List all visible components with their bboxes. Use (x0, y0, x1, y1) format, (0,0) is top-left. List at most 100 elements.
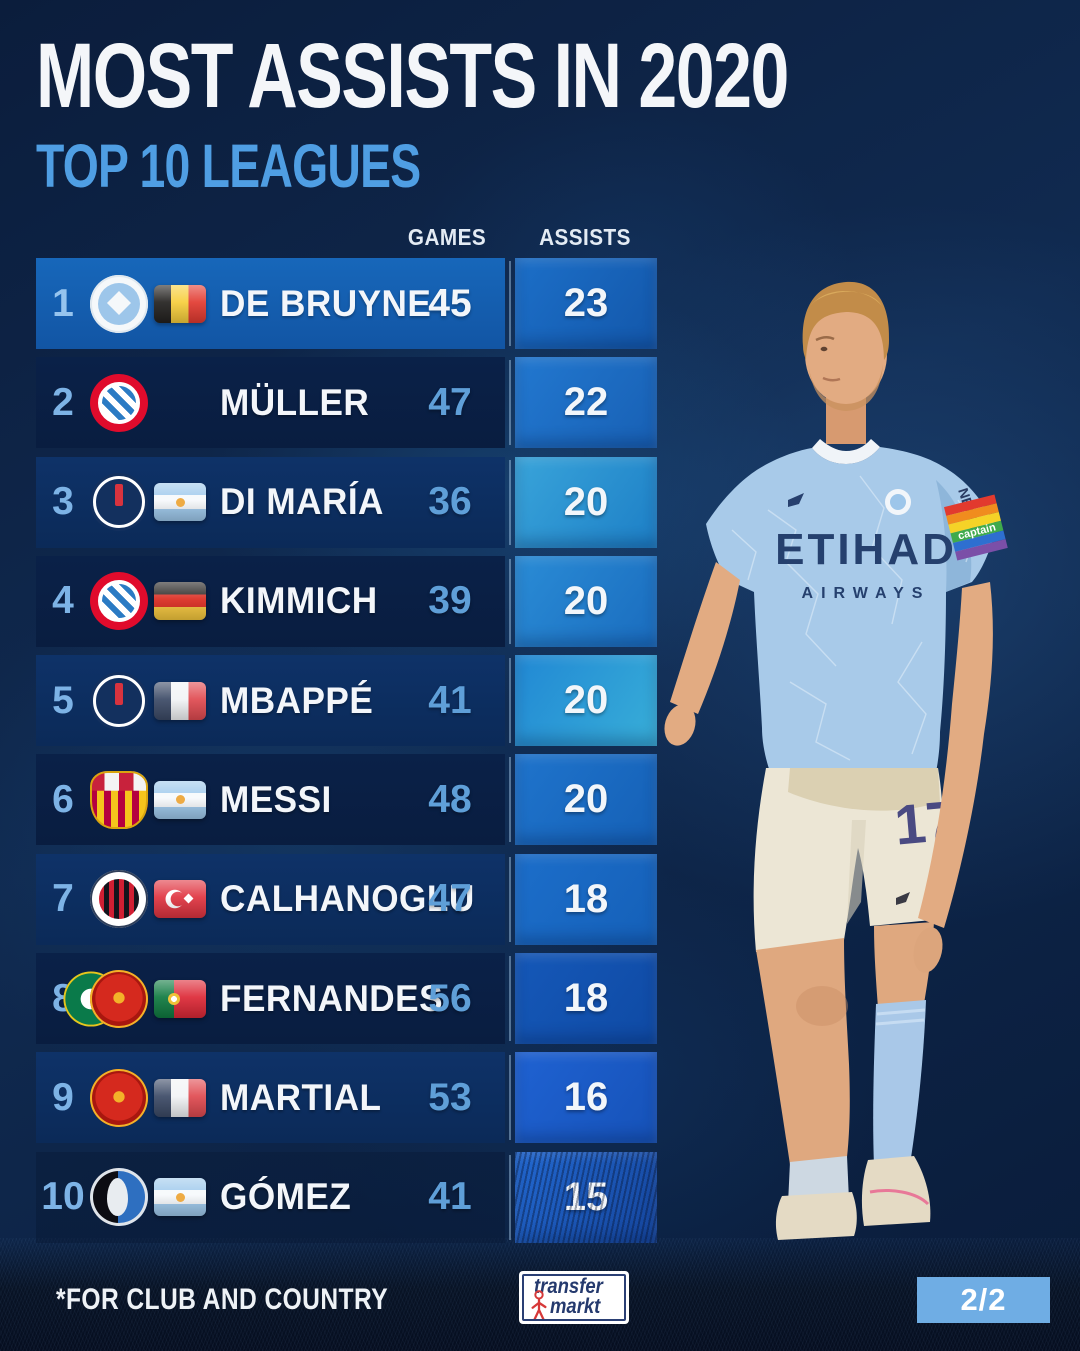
table-row: 10 GÓMEZ 41 15 (36, 1151, 658, 1243)
row-bar: 2 MÜLLER 47 (36, 357, 505, 449)
page-subtitle: TOP 10 LEAGUES (36, 132, 421, 200)
crest-manchester-city (90, 274, 148, 333)
table-row: 6 MESSI 48 20 (36, 754, 658, 846)
games-count: 41 (428, 1175, 472, 1219)
rank-number: 10 (41, 1175, 85, 1219)
jersey-sponsor-subtext: AIRWAYS (802, 585, 931, 602)
assists-count-box: 20 (509, 456, 657, 548)
player-head (802, 281, 890, 444)
row-bar: 8 FERNANDES 56 (36, 953, 505, 1045)
club-crest-group (63, 969, 148, 1028)
assists-table: 1 DE BRUYNE 45 23 2 MÜLLER (36, 258, 658, 1251)
row-bar: 4 KIMMICH 39 (36, 555, 505, 647)
club-crest-group (90, 572, 148, 631)
assists-count: 23 (563, 281, 609, 325)
rank-number: 2 (52, 380, 74, 424)
player-jersey: ETIHAD AIRWAYS NEXEN (706, 439, 996, 772)
table-row: 8 FERNANDES 56 18 (36, 953, 658, 1045)
crest-bayern-munich (90, 572, 148, 631)
player-name: DI MARÍA (220, 481, 384, 523)
jersey-puma-logo (788, 493, 804, 507)
club-crest-group (90, 373, 148, 432)
games-count: 47 (428, 380, 472, 424)
row-bar: 9 MARTIAL 53 (36, 1052, 505, 1144)
flag-france (154, 681, 206, 720)
assists-count-box: 20 (509, 555, 657, 647)
row-bar: 5 MBAPPÉ 41 (36, 655, 505, 747)
assists-count: 20 (563, 479, 609, 524)
player-left-arm (913, 582, 993, 973)
club-crest-group (90, 770, 148, 829)
assists-count-box: 15 (509, 1151, 657, 1243)
crest-manchester-united (90, 1068, 148, 1127)
assists-count: 20 (563, 777, 609, 822)
assists-count-box: 23 (509, 258, 657, 349)
club-crest-group (90, 870, 148, 929)
player-left-sock (788, 1156, 849, 1204)
crest-bayern-munich (90, 373, 148, 432)
flag-belgium (154, 284, 206, 323)
club-crest-group (90, 473, 148, 532)
assists-count-box: 20 (509, 754, 657, 846)
crest-psg (90, 473, 148, 532)
assists-count: 22 (563, 380, 609, 425)
column-header-assists: ASSISTS (539, 224, 631, 250)
row-bar: 3 DI MARÍA 36 (36, 456, 505, 548)
rank-number: 5 (52, 678, 74, 722)
assists-count: 18 (563, 876, 609, 921)
games-count: 53 (428, 1075, 472, 1119)
row-bar: 10 GÓMEZ 41 (36, 1151, 505, 1243)
player-name: DE BRUYNE (220, 282, 432, 324)
club-crest-group (90, 274, 148, 333)
row-bar: 6 MESSI 48 (36, 754, 505, 846)
page-indicator-badge: 2/2 (917, 1277, 1050, 1323)
column-header-games: GAMES (407, 224, 487, 250)
player-name: KIMMICH (220, 580, 378, 622)
rank-number: 1 (52, 281, 74, 325)
rank-number: 3 (52, 480, 74, 524)
table-row: 3 DI MARÍA 36 20 (36, 456, 658, 548)
club-crest-group (90, 671, 148, 730)
player-name: MARTIAL (220, 1076, 382, 1118)
player-right-arm (670, 562, 740, 714)
games-count: 47 (428, 877, 472, 921)
games-count: 45 (428, 281, 472, 325)
table-row: 1 DE BRUYNE 45 23 (36, 258, 658, 349)
games-count: 41 (428, 678, 472, 722)
player-legs (756, 922, 934, 1240)
flag-france (154, 1078, 206, 1117)
jersey-sponsor-text: ETIHAD (775, 525, 957, 574)
assists-count: 20 (563, 578, 609, 623)
transfermarkt-wordmark-line2: markt (550, 1295, 601, 1318)
assists-count-box: 20 (509, 655, 657, 747)
player-left-boot (775, 1192, 857, 1240)
games-count: 39 (428, 579, 472, 623)
player-name: FERNANDES (220, 977, 444, 1019)
assists-count: 20 (563, 678, 609, 723)
table-row: 5 MBAPPÉ 41 20 (36, 655, 658, 747)
player-name: MÜLLER (220, 381, 370, 423)
transfermarkt-logo-frame: transfer markt (522, 1274, 626, 1321)
assists-count-box: 22 (509, 357, 657, 449)
rank-number: 6 (52, 777, 74, 821)
games-count: 36 (428, 480, 472, 524)
games-count: 56 (428, 976, 472, 1020)
games-count: 48 (428, 777, 472, 821)
assists-count: 15 (563, 1174, 609, 1219)
flag-germany (154, 582, 206, 621)
page-indicator: 2/2 (960, 1282, 1007, 1317)
rank-number: 4 (52, 579, 74, 623)
flag-portugal (154, 979, 206, 1018)
crest-atalanta (90, 1168, 148, 1227)
row-bar: 7 CALHANOGLU 47 (36, 853, 505, 945)
assists-count-box: 16 (509, 1052, 657, 1144)
table-row: 9 MARTIAL 53 16 (36, 1052, 658, 1144)
crest-ac-milan (90, 870, 148, 929)
table-row: 2 MÜLLER 47 22 (36, 357, 658, 449)
transfermarkt-logo: transfer markt (519, 1271, 629, 1324)
player-name: MESSI (220, 778, 332, 820)
rank-number: 7 (52, 877, 74, 921)
crest-psg (90, 671, 148, 730)
assists-count-box: 18 (509, 953, 657, 1045)
player-photo: ETIHAD AIRWAYS NEXEN captain 17 (664, 281, 1008, 1240)
